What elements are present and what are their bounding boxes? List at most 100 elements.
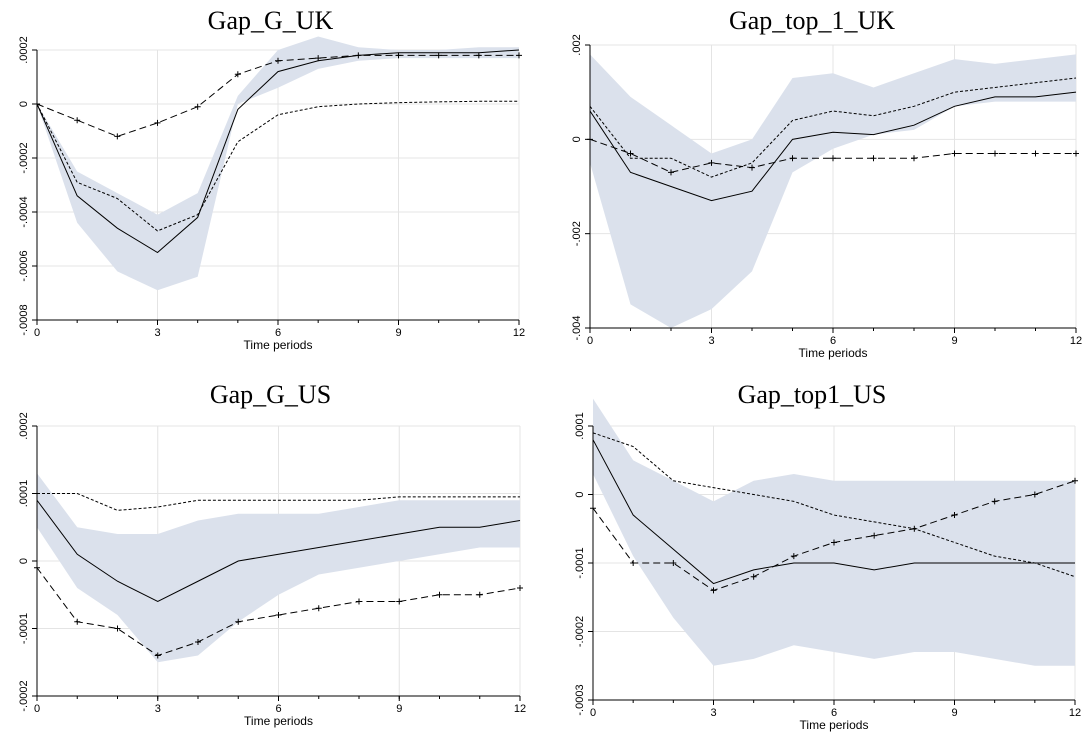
data-point-marker bbox=[154, 119, 161, 126]
data-point-marker bbox=[114, 133, 121, 140]
x-tick-label: 12 bbox=[1069, 707, 1081, 719]
x-tick-label: 0 bbox=[587, 335, 593, 347]
data-point-marker bbox=[870, 155, 877, 162]
data-point-marker bbox=[356, 598, 362, 605]
y-tick-label: .0002 bbox=[18, 412, 30, 440]
data-point-marker bbox=[911, 155, 917, 162]
chart-title: Gap_top1_US bbox=[737, 380, 887, 409]
chart-plot: 0 3 6 9 12 Time periods .0002 0 -.0002 -.0004 -.00… bbox=[18, 36, 525, 352]
x-tick-label: 0 bbox=[34, 327, 40, 339]
data-point-marker bbox=[234, 71, 241, 78]
x-tick-label: 6 bbox=[830, 335, 836, 347]
data-point-marker bbox=[114, 625, 121, 632]
chart-plot: 0 3 6 9 12 Time periods .0001 0 -.0001 -.0002 -.00… bbox=[574, 398, 1081, 732]
x-tick-label: 3 bbox=[155, 703, 161, 715]
y-tick-label: -.0002 bbox=[18, 142, 30, 173]
data-point-marker bbox=[670, 560, 677, 566]
x-tick-label: 9 bbox=[396, 703, 402, 715]
y-tick-label: -.0008 bbox=[18, 304, 30, 335]
y-tick-label: 0 bbox=[18, 101, 30, 107]
series-line-short-dash bbox=[592, 432, 1076, 578]
data-point-marker bbox=[396, 598, 403, 605]
y-tick-label: 0 bbox=[571, 136, 583, 142]
data-point-marker bbox=[1072, 477, 1078, 484]
data-point-marker bbox=[235, 618, 242, 625]
data-point-marker bbox=[710, 587, 717, 594]
data-point-marker bbox=[435, 52, 442, 59]
x-tick-label: 6 bbox=[831, 707, 837, 719]
confidence-band bbox=[37, 473, 520, 663]
data-point-marker bbox=[831, 539, 837, 546]
data-point-marker bbox=[476, 591, 483, 598]
data-point-marker bbox=[1031, 491, 1038, 498]
y-tick-label: -.0001 bbox=[574, 547, 586, 578]
data-point-marker bbox=[315, 605, 322, 612]
x-tick-label: 6 bbox=[275, 703, 281, 715]
x-axis-title: Time periods bbox=[244, 338, 313, 352]
x-tick-label: 3 bbox=[710, 707, 716, 719]
data-point-marker bbox=[195, 639, 201, 645]
confidence-band bbox=[593, 398, 1075, 666]
y-tick-label: 0 bbox=[574, 491, 586, 497]
series-line-short-dash bbox=[37, 493, 520, 511]
data-point-marker bbox=[951, 512, 958, 519]
data-point-marker bbox=[315, 55, 322, 62]
x-axis-title: Time periods bbox=[244, 714, 313, 728]
confidence-band bbox=[37, 36, 519, 291]
y-tick-label: .002 bbox=[571, 34, 583, 55]
data-point-marker bbox=[789, 155, 796, 162]
data-point-marker bbox=[517, 585, 523, 591]
data-point-marker bbox=[355, 52, 362, 59]
data-point-marker bbox=[749, 164, 755, 171]
chart-title: Gap_top_1_UK bbox=[728, 6, 896, 35]
y-tick-label: .0001 bbox=[18, 480, 30, 508]
chart-panel-gap-g-us: Gap_G_US 0 3 6 9 12 Time periods .0002 .0001 0 -.… bbox=[0, 366, 541, 733]
data-point-marker bbox=[750, 573, 757, 580]
x-tick-label: 9 bbox=[395, 327, 401, 339]
x-tick-label: 3 bbox=[708, 335, 714, 347]
data-point-marker bbox=[74, 117, 81, 124]
data-point-marker bbox=[275, 612, 282, 618]
data-point-marker bbox=[871, 532, 878, 539]
data-point-marker bbox=[154, 652, 161, 659]
x-tick-label: 0 bbox=[34, 703, 40, 715]
y-tick-label: -.0002 bbox=[574, 616, 586, 647]
x-tick-label: 12 bbox=[513, 327, 525, 339]
data-point-marker bbox=[992, 150, 998, 157]
data-point-marker bbox=[668, 169, 674, 176]
series-line-short-dash bbox=[589, 77, 1077, 178]
data-point-marker bbox=[74, 618, 81, 625]
series-line-solid bbox=[36, 499, 521, 603]
x-tick-label: 6 bbox=[275, 327, 281, 339]
data-point-marker bbox=[790, 553, 797, 560]
data-point-marker bbox=[627, 150, 634, 157]
confidence-band bbox=[590, 54, 1076, 328]
x-tick-label: 0 bbox=[590, 707, 596, 719]
x-tick-label: 9 bbox=[951, 707, 957, 719]
series-line-solid bbox=[589, 91, 1077, 202]
y-tick-label: .0002 bbox=[18, 36, 30, 64]
data-point-marker bbox=[911, 525, 918, 532]
chart-panel-gap-top-1-uk: Gap_top_1_UK 0 3 6 9 12 Time periods .002 0 -.00… bbox=[541, 0, 1083, 366]
chart-plot: 0 3 6 9 12 Time periods .0002 .0001 0 -.0001 -.000… bbox=[18, 412, 526, 728]
chart-plot: 0 3 6 9 12 Time periods .002 0 -.002 -.004 bbox=[571, 34, 1082, 360]
chart-panel-gap-g-uk: Gap_G_UK 0 3 6 9 12 Time periods .0002 0 -.0002 -… bbox=[0, 0, 541, 366]
data-point-marker bbox=[395, 52, 402, 59]
data-point-marker bbox=[1073, 150, 1079, 157]
y-tick-label: -.0001 bbox=[18, 613, 30, 644]
chart-title: Gap_G_US bbox=[209, 380, 332, 409]
data-point-marker bbox=[194, 103, 201, 110]
series-line-solid bbox=[592, 439, 1075, 585]
x-tick-label: 12 bbox=[514, 703, 526, 715]
y-tick-label: 0 bbox=[18, 558, 30, 564]
chart-panel-gap-top1-us: Gap_top1_US 0 3 6 9 12 Time periods .0001 0 -.00… bbox=[541, 366, 1083, 733]
data-point-marker bbox=[475, 52, 482, 59]
data-point-marker bbox=[630, 560, 637, 566]
y-tick-label: -.0004 bbox=[18, 196, 30, 227]
y-tick-label: -.002 bbox=[571, 221, 583, 246]
data-point-marker bbox=[516, 52, 522, 59]
data-point-marker bbox=[951, 150, 958, 157]
y-tick-label: .0001 bbox=[574, 412, 586, 440]
data-point-marker bbox=[708, 159, 715, 166]
data-point-marker bbox=[830, 155, 836, 162]
